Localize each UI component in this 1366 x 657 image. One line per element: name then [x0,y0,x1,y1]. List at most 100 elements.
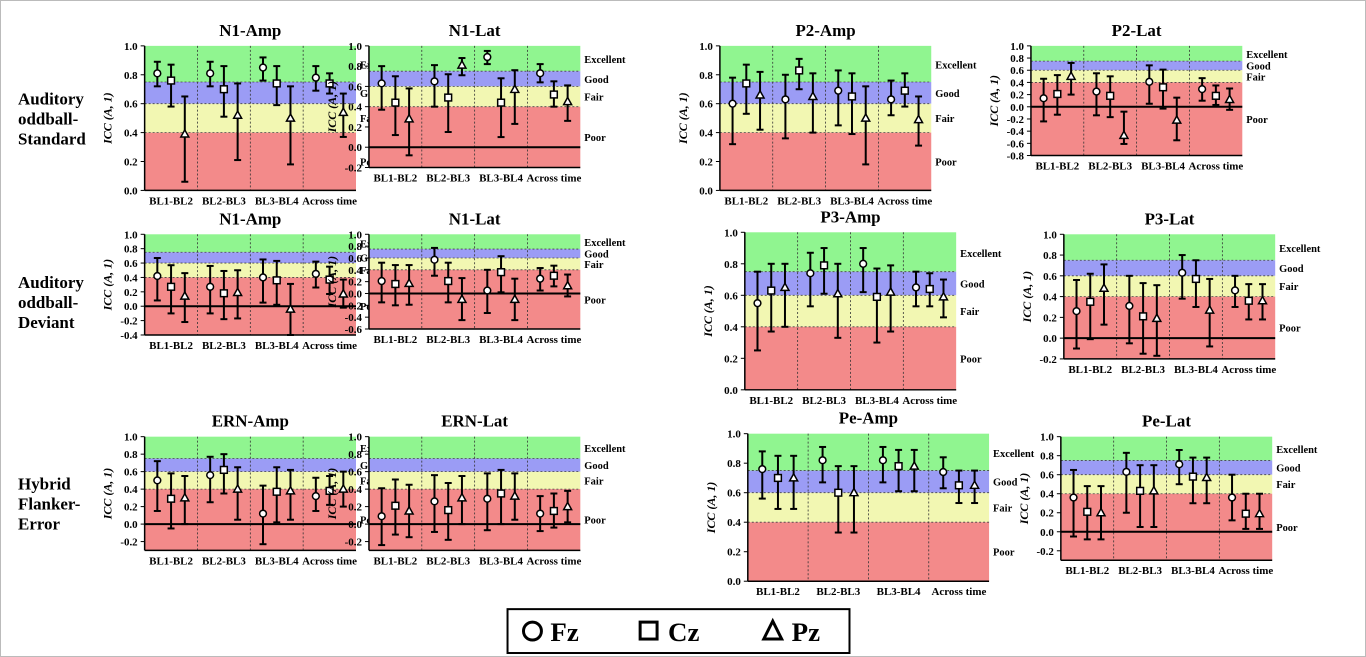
panel-7-cz-cat3-point [872,292,882,302]
panel-9-pz-cat4-point [338,483,349,493]
panel-1-ytick-label-4: 0.8 [124,70,138,82]
panel-7-pz-cat1-point [779,281,791,292]
panel-11-ylabel: ICC (A, 1) [704,482,718,534]
panel-8-fz-cat1-point [1072,306,1081,316]
panel-5-cz-cat2-point [219,289,229,298]
panel-6-ytick-label-2: -0.2 [345,300,362,312]
panel-12-ylabel: ICC (A, 1) [1017,473,1031,525]
panel-5-cz-cat4-point [325,275,334,284]
panel-2-fz-cat4-point [536,69,545,78]
panel-8: -0.2 0.0 0.2 0.4 0.6 0.8 1.0 BL1-BL2 BL2-BL3 BL3-… [1020,209,1321,376]
panel-8-ytick-label-4: 0.6 [1043,271,1057,283]
panel-5-cz-cat1-point [166,282,176,291]
panel-10-band-label-fair: Fair [584,476,604,487]
panel-11-band-label-fair: Fair [993,503,1013,514]
panel-6-xtick-label-3: Across time [526,334,581,346]
panel-4-band-fair [1030,70,1243,83]
panel-9-pz-cat2-point [232,483,243,493]
legend-label-fz: Fz [550,617,578,647]
row-label-3-line-1: Hybrid [18,475,71,494]
panel-12-fz-cat2-point [1122,467,1131,476]
row-label-2-line-1: Auditory [18,273,84,292]
panel-11-xtick-label-3: Across time [931,586,986,598]
panel-8-cz-cat4-point [1244,296,1253,305]
panel-10-pz-cat3-point [509,490,521,500]
panel-10-cz-cat1-point [391,501,400,510]
panel-7-xtick-label-2: BL3-BL4 [855,395,899,407]
panel-5-pz-cat4-point [338,288,349,298]
row-label-2-line-3: Deviant [18,313,75,332]
panel-10-xtick-label-0: BL1-BL2 [373,555,417,567]
panel-4-fz-cat1-point [1039,94,1048,103]
panel-1-pz-cat2-point [232,109,243,119]
panel-3-xtick-label-0: BL1-BL2 [724,195,768,207]
panel-3-ytick-label-5: 1.0 [699,41,713,53]
panel-8-cz-cat3-point [1191,274,1201,284]
panel-1-ytick-label-2: 0.4 [124,128,138,140]
row-label-1-line-3: Standard [18,130,86,149]
panel-4-cz-cat2-point [1106,91,1115,100]
panel-4-ytick-label-2: -0.4 [1007,126,1025,138]
panel-6-cz-cat2-point [444,276,453,286]
panel-9-fz-cat1-point [153,476,162,485]
panel-2-band-poor [368,106,581,168]
panel-7-ytick-label-2: 0.4 [724,322,738,334]
panel-3-cz-cat2-point [795,66,804,75]
panel-9-fz-cat4-point [311,491,320,501]
panel-11-pz-cat4-point [969,479,980,490]
panel-2-fz-cat2-point [430,77,439,86]
panel-12-xtick-label-1: BL2-BL3 [1118,565,1162,577]
panel-3-ytick-label-1: 0.2 [699,156,713,168]
panel-4-xtick-label-2: BL3-BL4 [1141,160,1185,172]
panel-8-pz-cat1-point [1098,282,1110,293]
panel-3-cz-cat4-point [900,86,909,95]
panel-3-band-good [719,82,932,104]
panel-6-pz-cat1-point [403,277,415,288]
panel-3-fz-cat4-point [886,95,896,104]
panel-5-ytick-label-2: 0.0 [124,301,138,313]
panel-5-pz-cat1-point [179,290,191,300]
panel-8-xtick-label-1: BL2-BL3 [1121,364,1165,376]
legend-box [506,608,851,655]
panel-3-band-label-poor: Poor [935,157,957,168]
panel-7: 0.0 0.2 0.4 0.6 0.8 1.0 BL1-BL2 BL2-BL3 BL3-BL4 A… [701,207,1002,406]
panel-6-fz-cat2-point [430,255,439,264]
panel-6-cz-cat4-point [549,271,559,280]
panel-8-xtick-label-3: Across time [1221,364,1276,376]
panel-6-ytick-label-4: 0.2 [348,277,362,289]
panel-12-ytick-label-2: 0.2 [1040,508,1054,520]
panel-2-fz-cat1-point [377,79,386,88]
panel-7-cz-cat2-point [819,261,829,270]
panel-9-ytick-label-4: 0.6 [124,467,138,479]
panel-11-band-label-good: Good [993,478,1018,489]
panel-1-pz-cat3-point [285,112,296,122]
panel-8-pz-cat3-point [1204,304,1215,314]
panel-4-ytick-label-4: 0.0 [1010,102,1024,114]
panel-2-ytick-label-3: 0.4 [348,102,362,114]
panel-12-title: Pe-Lat [1142,412,1191,431]
panel-11-xtick-label-2: BL3-BL4 [877,586,921,598]
panel-10-ytick-label-5: 0.8 [348,449,362,461]
panel-10-xtick-label-3: Across time [526,555,581,567]
panel-7-ytick-label-1: 0.2 [724,353,738,365]
panel-4-ytick-label-9: 1.0 [1010,41,1024,53]
panel-5-title: N1-Amp [219,209,281,228]
panel-2-cz-cat4-point [549,90,559,99]
panel-1-xtick-label-1: BL2-BL3 [202,195,246,207]
panel-9-cz-cat3-point [272,487,281,496]
panel-3-pz-cat3-point [860,112,871,122]
panel-1-ytick-label-1: 0.2 [124,156,138,168]
panel-10-pz-cat4-point [562,500,573,511]
panel-3-ytick-label-4: 0.8 [699,70,713,82]
panel-11-cz-cat1-point [773,473,783,483]
panel-8-ytick-label-5: 0.8 [1043,250,1057,262]
panel-6-ytick-label-3: 0.0 [348,288,362,300]
panel-12-fz-cat4-point [1227,493,1237,502]
panel-2-ytick-label-0: -0.2 [345,162,362,174]
panel-10-ytick-label-6: 1.0 [348,432,362,444]
panel-2-band-label-good: Good [584,75,609,86]
panel-11-xtick-label-1: BL2-BL3 [816,586,860,598]
panel-4-band-label-fair: Fair [1246,72,1266,83]
panel-6-xtick-label-0: BL1-BL2 [373,334,417,346]
